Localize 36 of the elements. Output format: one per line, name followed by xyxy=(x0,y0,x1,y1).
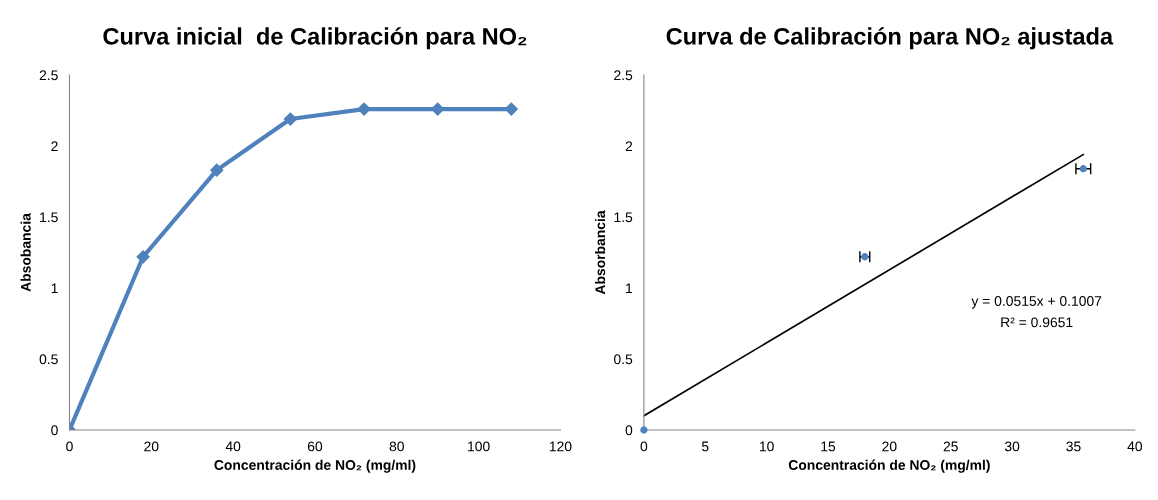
x-tick-label: 10 xyxy=(759,441,774,452)
x-tick-label: 25 xyxy=(943,441,958,452)
x-tick-label: 60 xyxy=(307,441,323,452)
annotation: y = 0.0515x + 0.1007 xyxy=(971,296,1102,309)
y-tick-label: 2 xyxy=(51,141,58,152)
x-tick-label: 5 xyxy=(701,441,709,452)
y-tick-label: 2.5 xyxy=(39,70,58,81)
y-tick-label: 2.5 xyxy=(614,70,633,81)
y-tick-label: 1.5 xyxy=(614,212,633,223)
x-tick-label: 0 xyxy=(640,441,648,452)
y-tick-label: 1 xyxy=(51,283,58,294)
y-tick-label: 1.5 xyxy=(40,212,58,223)
y-tick-label: 0.5 xyxy=(614,354,633,365)
x-tick-label: 30 xyxy=(1004,441,1020,452)
x-tick-label: 100 xyxy=(468,441,490,452)
x-tick-label: 35 xyxy=(1066,441,1081,452)
chart-title: Curva inicial de Calibración para NO₂ xyxy=(103,27,527,50)
y-axis-title: Absobancia xyxy=(20,213,31,292)
annotation: R² = 0.9651 xyxy=(1001,317,1073,328)
x-tick-label: 20 xyxy=(144,441,159,452)
x-tick-label: 120 xyxy=(549,441,572,452)
y-tick-label: 0.5 xyxy=(39,354,58,365)
x-axis-title: Concentración de NO₂ (mg/ml) xyxy=(788,459,990,473)
y-tick-label: 1 xyxy=(626,283,633,294)
x-axis-title: Concentración de NO₂ (mg/ml) xyxy=(214,459,416,473)
y-axis-title: Absorbancia xyxy=(594,210,606,295)
chart-title: Curva de Calibración para NO₂ ajustada xyxy=(666,27,1114,50)
x-tick-label: 40 xyxy=(225,441,241,452)
x-tick-label: 0 xyxy=(66,441,73,452)
x-tick-label: 20 xyxy=(882,441,897,452)
x-tick-label: 15 xyxy=(821,441,836,452)
x-tick-label: 40 xyxy=(1127,441,1143,452)
y-tick-label: 0 xyxy=(51,425,58,436)
y-tick-label: 2 xyxy=(625,141,633,152)
x-tick-label: 80 xyxy=(389,441,404,452)
y-tick-label: 0 xyxy=(625,425,633,436)
